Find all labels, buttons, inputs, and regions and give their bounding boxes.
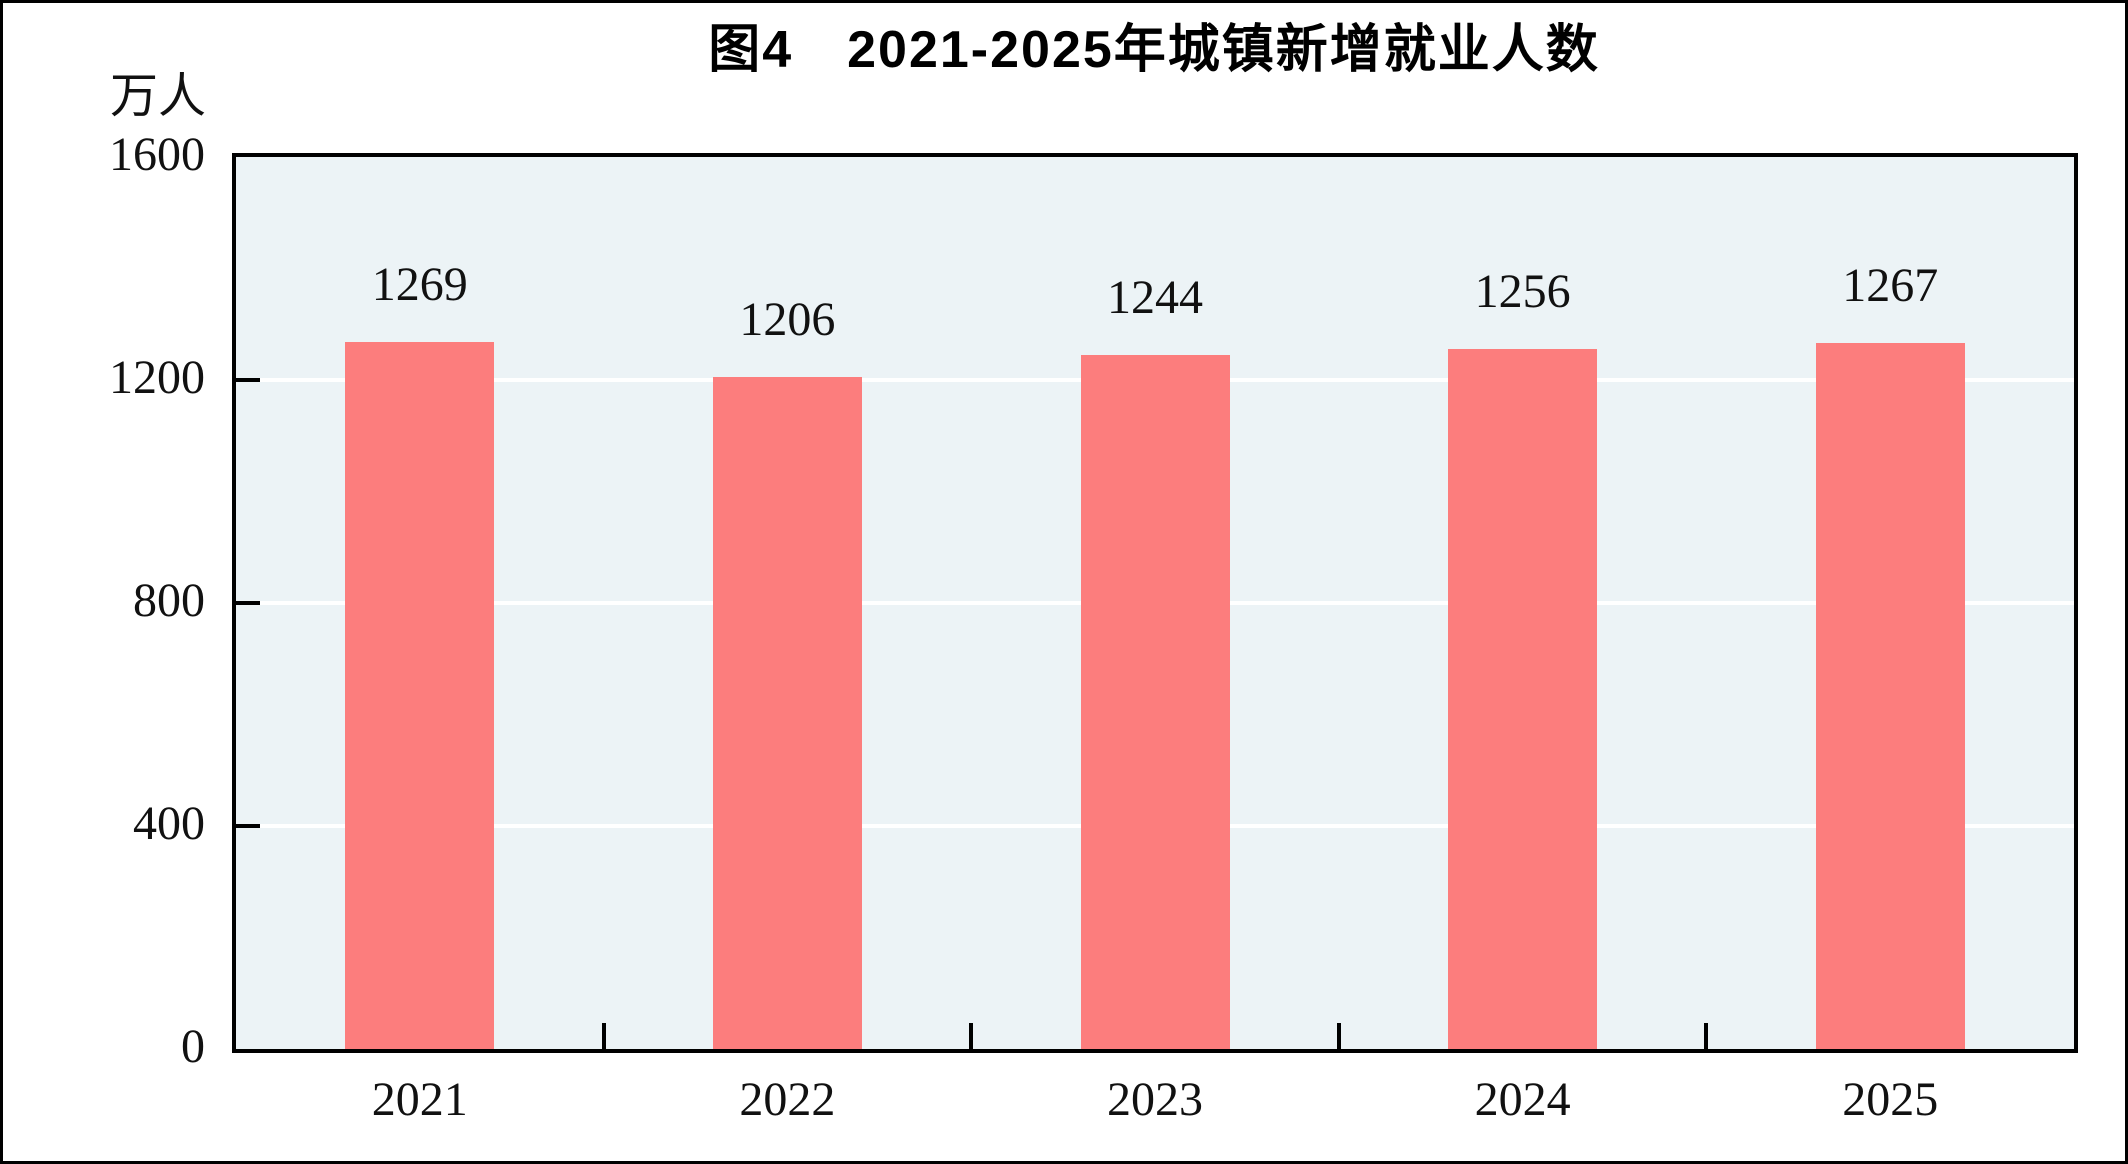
x-axis-tick xyxy=(1336,1023,1341,1049)
bar-value-label: 1267 xyxy=(1842,259,1939,312)
bar-2021 xyxy=(345,342,495,1049)
y-axis-unit-label: 万人 xyxy=(109,70,206,123)
y-axis-tick-label: 1200 xyxy=(109,351,205,404)
y-axis-tick xyxy=(236,824,260,828)
x-axis-tick-label: 2023 xyxy=(1107,1073,1203,1126)
bar-value-label: 1244 xyxy=(1107,271,1203,324)
bar-2024 xyxy=(1448,349,1598,1049)
x-axis-tick xyxy=(969,1023,974,1049)
y-axis-tick xyxy=(236,378,260,382)
x-axis-tick xyxy=(601,1023,606,1049)
plot-area: 1269 1206 1244 1256 1267 xyxy=(232,153,2078,1053)
y-axis-tick-label: 1600 xyxy=(109,128,205,181)
bar-2022 xyxy=(712,377,862,1049)
x-axis-tick-label: 2024 xyxy=(1474,1073,1571,1126)
y-axis-tick-label: 800 xyxy=(133,574,205,627)
bar-2023 xyxy=(1080,355,1230,1049)
bar-2025 xyxy=(1815,343,1965,1049)
x-axis-tick xyxy=(1704,1023,1709,1049)
y-axis-tick xyxy=(236,601,260,605)
plot-inner: 1269 1206 1244 1256 1267 xyxy=(236,157,2074,1049)
bar-value-label: 1206 xyxy=(739,293,836,346)
x-axis-tick-label: 2022 xyxy=(739,1073,836,1126)
x-axis-tick-label: 2025 xyxy=(1842,1073,1939,1126)
chart-title: 图4 2021-2025年城镇新增就业人数 xyxy=(708,21,1600,79)
x-axis-tick-label: 2021 xyxy=(371,1073,468,1126)
y-axis-tick-label: 0 xyxy=(181,1020,205,1073)
bar-value-label: 1256 xyxy=(1474,265,1571,318)
y-axis-tick-label: 400 xyxy=(133,797,205,850)
bar-value-label: 1269 xyxy=(371,258,468,311)
